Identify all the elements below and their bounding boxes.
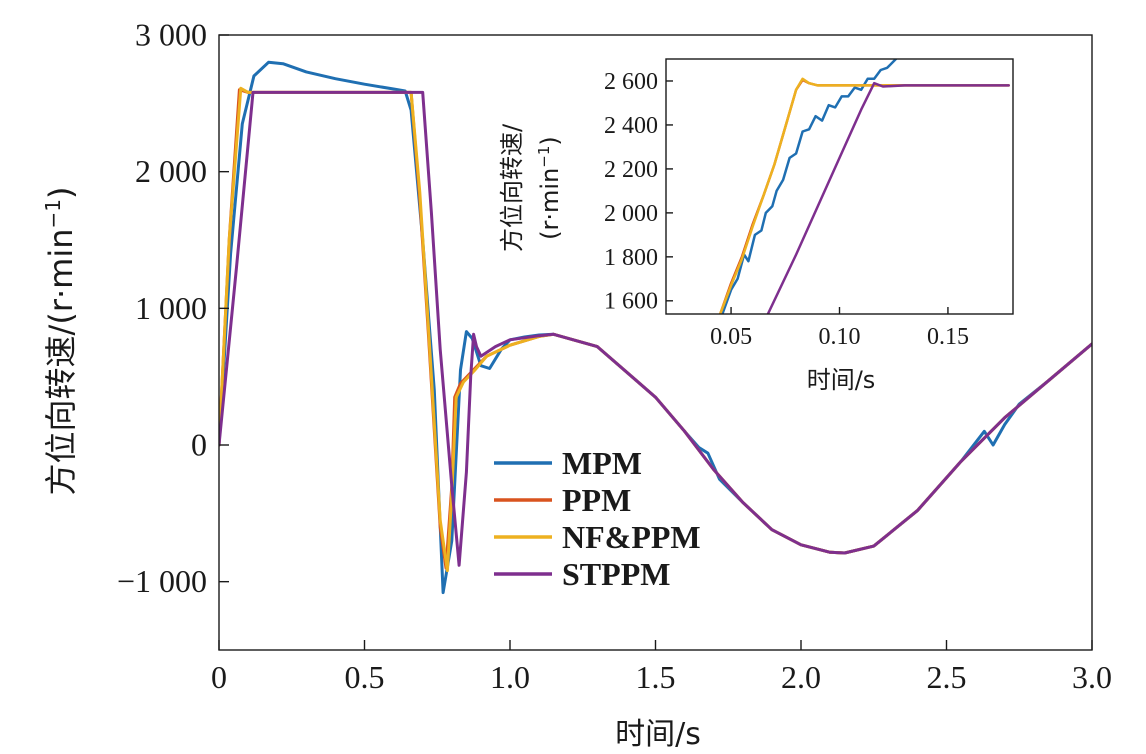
inset-background: [666, 59, 1013, 314]
main-x-axis-title: 时间/s: [615, 717, 701, 752]
inset-y-axis-title: 方位向转速/: [498, 123, 526, 252]
y-tick-label: 2 600: [604, 69, 658, 95]
y-tick-label: 0: [191, 427, 207, 463]
x-tick-label: 3.0: [1072, 659, 1112, 695]
y-tick-label: −1 000: [117, 563, 207, 599]
inset-y-axis-units-sup: −1: [535, 146, 553, 168]
y-tick-label: 1 600: [604, 289, 658, 315]
main-plot: 0 0.5 1.0 1.5 2.0 2.5 3.0 −1 000 0 1 000 2 000 3 00…: [117, 17, 1112, 695]
x-tick-label: 0.05: [710, 324, 752, 350]
legend-label: STPPM: [562, 556, 670, 592]
y-tick-label: 1 000: [135, 290, 207, 326]
y-tick-label: 2 200: [604, 157, 658, 183]
legend-label: MPM: [562, 445, 642, 481]
legend-item: NF&PPM: [494, 519, 701, 555]
y-tick-label: 2 400: [604, 113, 658, 139]
main-plot-series-layer: [219, 60, 1092, 595]
legend-label: NF&PPM: [562, 519, 701, 555]
x-tick-label: 2.5: [927, 659, 967, 695]
x-tick-label: 0.10: [819, 324, 861, 350]
x-tick-label: 0.15: [927, 324, 969, 350]
x-tick-label: 1.0: [490, 659, 530, 695]
series-line-nf-ppm: [718, 77, 1010, 314]
x-tick-label: 1.5: [636, 659, 676, 695]
x-tick-label: 2.0: [781, 659, 821, 695]
inset-y-axis-units-text: (r·min: [536, 168, 564, 240]
inset-y-axis-units-close: ): [536, 136, 564, 145]
inset-y-axis-title-units: (r·min−1): [535, 136, 564, 240]
legend-item: STPPM: [494, 556, 670, 592]
series-line-stppm: [766, 81, 1010, 314]
y-tick-label: 1 800: [604, 245, 658, 271]
main-y-axis-title: 方位向转速/(r·min−1): [41, 187, 80, 496]
y-tick-label: 3 000: [135, 17, 207, 53]
x-tick-label: 0: [211, 659, 227, 695]
inset-plot-series-layer: [718, 59, 1010, 314]
main-y-axis-title-text: 方位向转速/(r·min: [42, 229, 80, 496]
legend-item: PPM: [494, 482, 631, 518]
legend-item: MPM: [494, 445, 642, 481]
inset-x-axis-title: 时间/s: [807, 366, 876, 394]
legend-label: PPM: [562, 482, 631, 518]
y-tick-label: 2 000: [604, 201, 658, 227]
main-y-axis-title-sup: −1: [41, 199, 65, 228]
y-tick-label: 2 000: [135, 153, 207, 189]
x-tick-label: 0.5: [345, 659, 385, 695]
main-y-axis-title-close: ): [42, 187, 80, 199]
series-line-stppm: [219, 90, 1092, 567]
inset-plot: 0.05 0.10 0.15 1 600 1 800 2 000 2 200 2 400 2 6…: [604, 58, 1014, 350]
